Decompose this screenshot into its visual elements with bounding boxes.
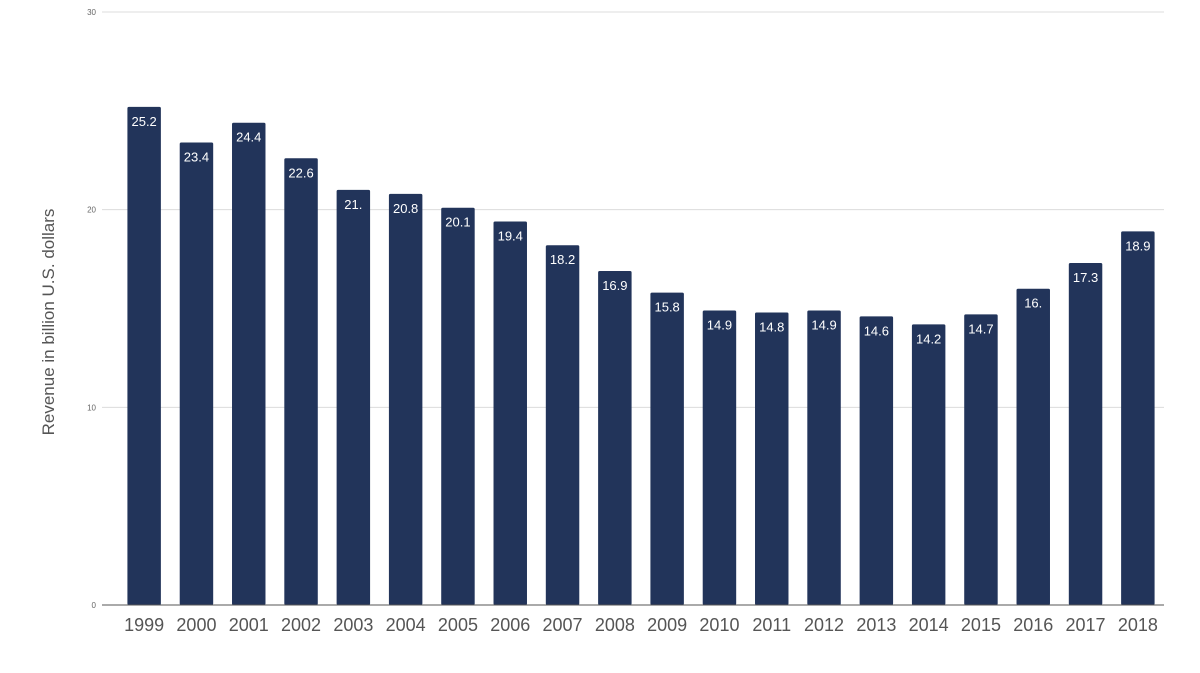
x-tick-label-2016: 2016	[1013, 615, 1053, 635]
data-label-2003: 21.	[344, 197, 362, 212]
x-tick-label-2013: 2013	[856, 615, 896, 635]
x-tick-label-2006: 2006	[490, 615, 530, 635]
bar-2003	[336, 189, 371, 605]
x-axis: 1999 2000 2001 2002 2003 2004 2005 2006 2007 2008…	[102, 604, 1164, 635]
x-tick-label-2008: 2008	[595, 615, 635, 635]
bar-1999	[127, 106, 161, 605]
data-label-2017: 17.3	[1073, 270, 1098, 285]
bar-2005	[441, 207, 475, 605]
bar-2001	[232, 122, 266, 606]
data-label-2001: 24.4	[236, 130, 261, 145]
x-tick-label-2004: 2004	[386, 615, 426, 635]
data-label-2002: 22.6	[288, 165, 313, 180]
bar-2013	[859, 316, 894, 605]
bar-2004	[388, 193, 423, 605]
data-label-2013: 14.6	[864, 323, 889, 338]
data-label-2006: 19.4	[498, 229, 523, 244]
x-tick-label-2001: 2001	[229, 615, 269, 635]
y-tick-label: 20	[87, 206, 96, 215]
x-tick-label-2003: 2003	[333, 615, 373, 635]
data-label-2008: 16.9	[602, 278, 627, 293]
y-tick-label: 0	[92, 601, 97, 610]
data-label-2016: 16.	[1024, 296, 1042, 311]
x-tick-label-2007: 2007	[543, 615, 583, 635]
bar-2017	[1068, 263, 1103, 605]
x-tick-label-2012: 2012	[804, 615, 844, 635]
x-tick-label-2018: 2018	[1118, 615, 1158, 635]
data-label-2005: 20.1	[445, 215, 470, 230]
data-labels: 25.2 23.4 24.4 22.6 21. 20.8 20.1 19.4 18.2 16.9 1…	[131, 114, 1150, 346]
bar-2009	[650, 292, 684, 605]
bar-2011	[755, 312, 789, 605]
x-tick-label-2005: 2005	[438, 615, 478, 635]
bar-2014	[911, 324, 946, 605]
bar-2008	[598, 270, 632, 605]
y-tick-label: 10	[87, 403, 96, 412]
x-tick-label-2011: 2011	[752, 615, 791, 635]
data-label-2015: 14.7	[968, 321, 993, 336]
bar-2016	[1016, 288, 1050, 605]
data-label-2004: 20.8	[393, 201, 418, 216]
bar-2015	[964, 314, 998, 605]
x-tick-label-2017: 2017	[1066, 615, 1106, 635]
y-axis-label: Revenue in billion U.S. dollars	[39, 209, 58, 436]
x-tick-label-2015: 2015	[961, 615, 1001, 635]
bar-2018	[1121, 231, 1155, 605]
data-label-2014: 14.2	[916, 331, 941, 346]
data-label-2012: 14.9	[811, 317, 836, 332]
bar-2012	[807, 310, 841, 605]
bar-2006	[493, 221, 527, 605]
bar-2007	[545, 245, 580, 605]
x-tick-label-2002: 2002	[281, 615, 321, 635]
data-label-2000: 23.4	[184, 149, 209, 164]
x-tick-label-2014: 2014	[909, 615, 949, 635]
bars	[127, 106, 1155, 606]
x-tick-label-2000: 2000	[176, 615, 216, 635]
bar-2002	[284, 158, 318, 606]
x-tick-label-2010: 2010	[699, 615, 739, 635]
data-label-2007: 18.2	[550, 252, 575, 267]
data-label-2018: 18.9	[1125, 238, 1150, 253]
bar-2010	[702, 310, 737, 605]
data-label-2011: 14.8	[759, 319, 784, 334]
x-tick-label-1999: 1999	[124, 615, 164, 635]
bar-2000	[179, 142, 214, 605]
data-label-1999: 25.2	[131, 114, 156, 129]
data-label-2010: 14.9	[707, 317, 732, 332]
data-label-2009: 15.8	[654, 300, 679, 315]
y-tick-label: 30	[87, 8, 96, 17]
x-tick-label-2009: 2009	[647, 615, 687, 635]
